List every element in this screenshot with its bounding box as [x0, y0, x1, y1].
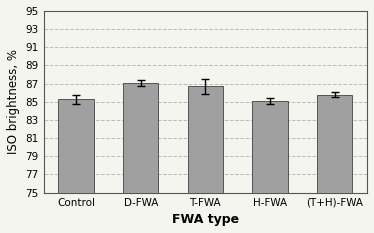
Y-axis label: ISO brightness, %: ISO brightness, %: [7, 49, 20, 154]
Bar: [188, 86, 223, 233]
Bar: [317, 95, 352, 233]
Bar: [123, 83, 159, 233]
Bar: [252, 101, 288, 233]
X-axis label: FWA type: FWA type: [172, 213, 239, 226]
Bar: [58, 99, 94, 233]
